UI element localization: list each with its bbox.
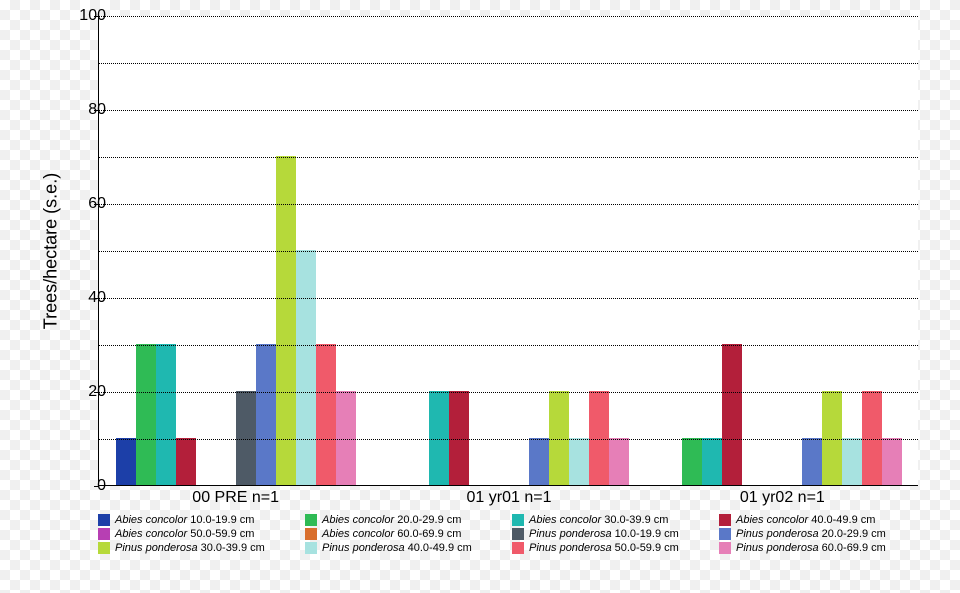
bar xyxy=(722,344,742,485)
gridline xyxy=(99,157,918,158)
bar xyxy=(336,391,356,485)
legend-label: Pinus ponderosa 20.0-29.9 cm xyxy=(736,528,886,540)
legend-item: Abies concolor 20.0-29.9 cm xyxy=(305,514,504,526)
bar xyxy=(236,391,256,485)
legend-swatch xyxy=(719,514,731,526)
legend-item: Pinus ponderosa 50.0-59.9 cm xyxy=(512,542,711,554)
bar xyxy=(862,391,882,485)
legend-swatch xyxy=(98,528,110,540)
x-category-label: 00 PRE n=1 xyxy=(192,485,279,507)
legend-item: Abies concolor 30.0-39.9 cm xyxy=(512,514,711,526)
bar xyxy=(822,391,842,485)
bar xyxy=(549,391,569,485)
legend-label: Abies concolor 10.0-19.9 cm xyxy=(115,514,254,526)
gridline xyxy=(99,298,918,299)
gridline xyxy=(99,63,918,64)
legend-label: Pinus ponderosa 60.0-69.9 cm xyxy=(736,542,886,554)
legend-swatch xyxy=(719,542,731,554)
legend-swatch xyxy=(512,514,524,526)
bar xyxy=(176,438,196,485)
bar xyxy=(156,344,176,485)
gridline xyxy=(99,110,918,111)
legend-item: Pinus ponderosa 30.0-39.9 cm xyxy=(98,542,297,554)
ytick-label: 0 xyxy=(66,477,106,495)
bar xyxy=(569,438,589,485)
bar xyxy=(589,391,609,485)
legend-label: Abies concolor 60.0-69.9 cm xyxy=(322,528,461,540)
legend-item: Pinus ponderosa 20.0-29.9 cm xyxy=(719,528,918,540)
legend-swatch xyxy=(305,528,317,540)
legend-label: Abies concolor 30.0-39.9 cm xyxy=(529,514,668,526)
gridline xyxy=(99,439,918,440)
x-category-label: 01 yr01 n=1 xyxy=(467,485,552,507)
legend-label: Pinus ponderosa 30.0-39.9 cm xyxy=(115,542,265,554)
legend-swatch xyxy=(512,542,524,554)
legend-item: Abies concolor 60.0-69.9 cm xyxy=(305,528,504,540)
bar xyxy=(802,438,822,485)
legend-item: Abies concolor 40.0-49.9 cm xyxy=(719,514,918,526)
legend-item: Pinus ponderosa 60.0-69.9 cm xyxy=(719,542,918,554)
legend-label: Pinus ponderosa 40.0-49.9 cm xyxy=(322,542,472,554)
legend-item: Pinus ponderosa 10.0-19.9 cm xyxy=(512,528,711,540)
bar xyxy=(682,438,702,485)
bar xyxy=(429,391,449,485)
ytick-label: 100 xyxy=(66,7,106,25)
gridline xyxy=(99,345,918,346)
bar xyxy=(256,344,276,485)
gridline xyxy=(99,204,918,205)
legend-swatch xyxy=(305,542,317,554)
bar xyxy=(529,438,549,485)
legend-swatch xyxy=(305,514,317,526)
legend-label: Abies concolor 40.0-49.9 cm xyxy=(736,514,875,526)
gridline xyxy=(99,251,918,252)
bar xyxy=(449,391,469,485)
legend-item: Abies concolor 50.0-59.9 cm xyxy=(98,528,297,540)
ytick-label: 40 xyxy=(66,289,106,307)
bar xyxy=(882,438,902,485)
bar xyxy=(316,344,336,485)
bar xyxy=(842,438,862,485)
legend-item: Pinus ponderosa 40.0-49.9 cm xyxy=(305,542,504,554)
legend-swatch xyxy=(98,542,110,554)
trees-per-hectare-chart: Trees/hectare (s.e.) 00 PRE n=1 01 yr01 n… xyxy=(30,8,930,584)
y-axis-label: Trees/hectare (s.e.) xyxy=(41,172,62,328)
bar xyxy=(609,438,629,485)
bar xyxy=(136,344,156,485)
legend-label: Abies concolor 50.0-59.9 cm xyxy=(115,528,254,540)
legend-label: Abies concolor 20.0-29.9 cm xyxy=(322,514,461,526)
ytick-label: 20 xyxy=(66,383,106,401)
legend-label: Pinus ponderosa 10.0-19.9 cm xyxy=(529,528,679,540)
legend-swatch xyxy=(98,514,110,526)
legend-item: Abies concolor 10.0-19.9 cm xyxy=(98,514,297,526)
ytick-label: 80 xyxy=(66,101,106,119)
ytick-label: 60 xyxy=(66,195,106,213)
gridline xyxy=(99,392,918,393)
bar xyxy=(296,250,316,485)
bar xyxy=(276,156,296,485)
bar xyxy=(702,438,722,485)
legend-label: Pinus ponderosa 50.0-59.9 cm xyxy=(529,542,679,554)
legend-swatch xyxy=(512,528,524,540)
legend: Abies concolor 10.0-19.9 cm Abies concolo… xyxy=(98,514,918,554)
x-category-label: 01 yr02 n=1 xyxy=(740,485,825,507)
bar xyxy=(116,438,136,485)
plot-area: Trees/hectare (s.e.) 00 PRE n=101 yr01 n… xyxy=(98,16,918,486)
gridline xyxy=(99,16,918,17)
legend-swatch xyxy=(719,528,731,540)
